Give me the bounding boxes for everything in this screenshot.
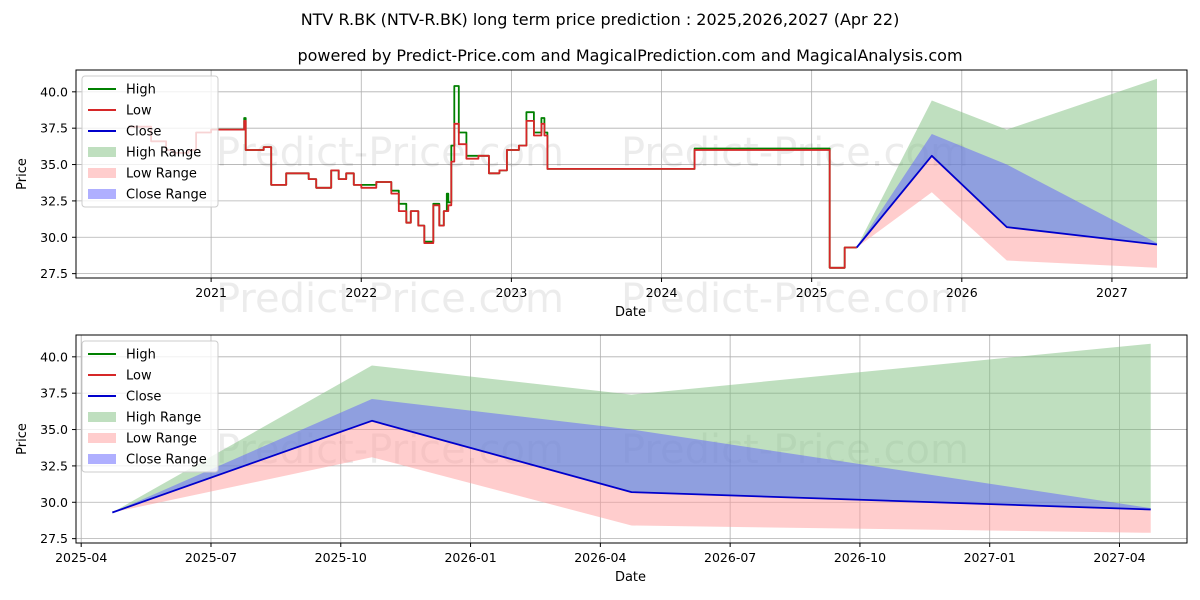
legend-swatch-close-range [88,189,116,199]
x-tick-label: 2027-04 [1093,550,1145,565]
legend: High Low Close High Range Low Range Close Ran… [81,75,219,208]
y-tick-label: 27.5 [40,531,68,546]
legend-swatch-low-range [88,168,116,178]
x-tick-label: 2026-01 [444,550,496,565]
watermark-text: Predict-Price.com [621,276,969,322]
y-tick-label: 30.0 [40,495,68,510]
x-tick-label: 2025-10 [315,550,367,565]
x-tick-label: 2026 [946,285,978,300]
legend: High Low Close High Range Low Range Close Ran… [81,340,219,473]
x-tick-label: 2027 [1096,285,1128,300]
legend-label-high: High [126,348,156,363]
close-range-area [856,134,1157,248]
close-series-line [112,419,1151,514]
top-history-plot: Predict-Price.com Predict-Price.com Predic… [15,69,1188,322]
x-tick-label: 2021 [195,285,227,300]
legend-swatch-high-range [88,147,116,157]
y-axis-label: Price [15,158,30,190]
x-axis-label: Date [615,305,646,320]
low-range-area [856,155,1157,268]
y-tick-label: 40.0 [40,84,68,99]
y-tick-label: 27.5 [40,266,68,281]
legend-label-low: Low [126,104,152,119]
watermark-text: Predict-Price.com [216,276,564,322]
x-tick-label: 2026-10 [834,550,886,565]
x-tick-label: 2025 [796,285,828,300]
x-tick-label: 2024 [646,285,678,300]
legend-label-low-range: Low Range [126,167,197,182]
y-tick-label: 37.5 [40,121,68,136]
legend-label-high: High [126,83,156,98]
legend-label-low-range: Low Range [126,432,197,447]
x-tick-label: 2025-04 [55,550,107,565]
x-axis-label: Date [615,570,646,585]
x-tick-label: 2022 [345,285,377,300]
legend-label-high-range: High Range [126,146,201,161]
y-tick-label: 37.5 [40,386,68,401]
x-tick-label: 2023 [495,285,527,300]
close-range-area [112,399,1151,513]
y-tick-label: 35.0 [40,157,68,172]
legend-label-close: Close [126,125,161,140]
legend-swatch-low-range [88,433,116,443]
y-axis-label: Price [15,423,30,455]
low-series-line [128,120,857,269]
chart-subtitle: powered by Predict-Price.com and Magical… [297,46,962,65]
plot-frame [75,69,1188,279]
y-tick-label: 32.5 [40,193,68,208]
chart-title: NTV R.BK (NTV-R.BK) long term price pred… [301,10,900,29]
y-tick-label: 30.0 [40,230,68,245]
legend-label-close-range: Close Range [126,453,207,468]
legend-label-low: Low [126,369,152,384]
low-range-area [112,420,1151,533]
x-tick-label: 2026-04 [574,550,626,565]
legend-label-high-range: High Range [126,411,201,426]
x-tick-label: 2026-07 [704,550,756,565]
y-tick-label: 40.0 [40,349,68,364]
legend-swatch-close-range [88,454,116,464]
legend-label-close: Close [126,390,161,405]
close-series-line [856,154,1158,249]
x-tick-label: 2027-01 [964,550,1016,565]
plot-frame [75,334,1188,544]
x-tick-label: 2025-07 [185,550,237,565]
y-tick-label: 32.5 [40,458,68,473]
watermark-text: Predict-Price.com [216,130,564,176]
bottom-forecast-plot: Predict-Price.comPredict-Price.com2025-0… [15,334,1188,585]
legend-swatch-high-range [88,412,116,422]
y-tick-label: 35.0 [40,422,68,437]
legend-label-close-range: Close Range [126,188,207,203]
